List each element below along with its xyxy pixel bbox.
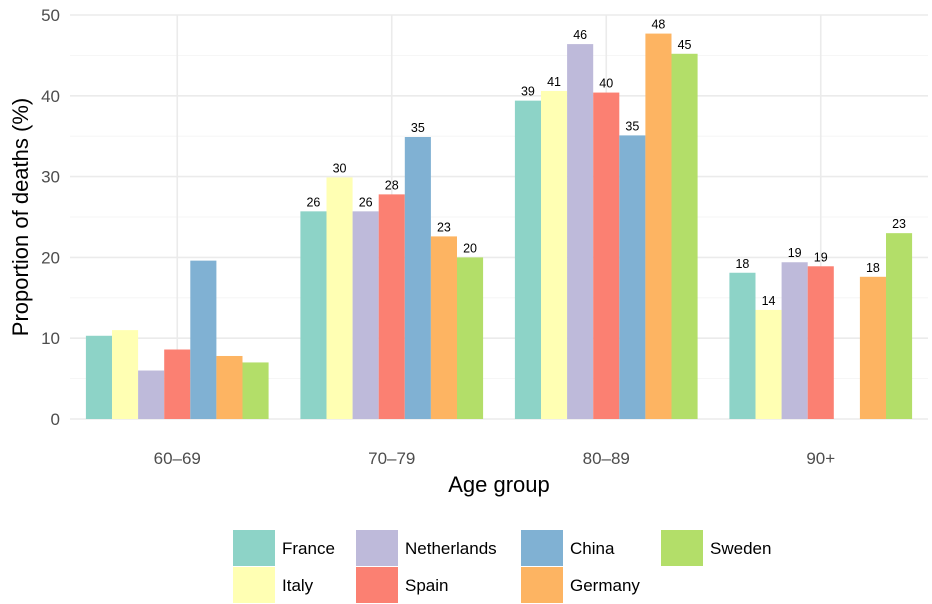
data-label: 48 [651,18,665,32]
legend-item: Netherlands [356,530,497,566]
legend-item: Germany [521,567,640,603]
legend-item: Spain [356,567,448,603]
legend-swatch [661,530,703,566]
y-tick-label: 30 [41,168,60,187]
x-tick-label: 80–89 [583,449,630,468]
legend-swatch [356,530,398,566]
bar [755,309,782,419]
x-axis-title: Age group [448,472,550,497]
bar [859,276,886,419]
bar [671,53,698,420]
bar [352,211,379,419]
x-tick-label: 60–69 [154,449,201,468]
data-label: 19 [814,250,828,264]
bar [112,330,139,419]
bar [85,335,112,419]
data-label: 26 [306,195,320,209]
data-label: 28 [385,178,399,192]
data-label: 19 [788,246,802,260]
bar [567,44,594,419]
data-label: 46 [573,28,587,42]
bar [457,257,484,419]
bar [378,194,405,419]
bars [85,33,913,420]
bar [242,362,269,419]
data-label: 26 [359,195,373,209]
data-label: 23 [437,220,451,234]
legend-item: China [521,530,615,566]
x-tick-label: 90+ [806,449,835,468]
data-label: 40 [599,77,613,91]
bar [514,100,541,419]
data-label: 41 [547,75,561,89]
bar [138,370,165,419]
y-tick-label: 40 [41,87,60,106]
y-axis-title: Proportion of deaths (%) [8,98,33,336]
y-tick-label: 10 [41,329,60,348]
legend-label: Italy [282,576,314,595]
data-label: 39 [521,85,535,99]
bar [326,177,353,419]
legend-item: Sweden [661,530,771,566]
x-tick-label: 70–79 [368,449,415,468]
bar [807,266,834,419]
x-axis-ticks: 60–69 70–79 80–89 90+ [154,449,836,468]
data-label: 18 [866,261,880,275]
legend-label: China [570,539,615,558]
y-tick-label: 50 [41,6,60,25]
bar [781,262,808,419]
bar [300,211,327,419]
legend-swatch [521,530,563,566]
legend-swatch [233,530,275,566]
legend-swatch [521,567,563,603]
data-label: 45 [678,38,692,52]
y-tick-label: 0 [51,410,60,429]
legend-item: France [233,530,335,566]
y-tick-label: 20 [41,248,60,267]
data-labels: 26 39 18 30 41 14 26 46 19 28 40 19 35 35 23 48 18 20 45 23 [306,18,906,308]
data-label: 35 [625,119,639,133]
legend-swatch [356,567,398,603]
legend-swatch [233,567,275,603]
data-label: 30 [333,161,347,175]
bar [593,92,620,420]
legend-label: France [282,539,335,558]
legend-label: Spain [405,576,448,595]
bar [541,90,568,420]
data-label: 14 [762,294,776,308]
bar [164,349,191,419]
bar [886,233,913,419]
legend: France Netherlands China Sweden Italy Spain Ge… [233,530,771,603]
bar [645,33,672,420]
legend-item: Italy [233,567,314,603]
legend-label: Netherlands [405,539,497,558]
bar [190,260,217,419]
legend-label: Sweden [710,539,771,558]
bar [729,272,756,419]
bar [404,137,431,419]
bar [619,135,646,419]
bar [430,236,457,419]
y-axis-ticks: 0 10 20 30 40 50 [41,6,60,429]
bar [216,355,243,419]
data-label: 35 [411,121,425,135]
data-label: 23 [892,217,906,231]
data-label: 18 [735,257,749,271]
legend-label: Germany [570,576,640,595]
data-label: 20 [463,241,477,255]
